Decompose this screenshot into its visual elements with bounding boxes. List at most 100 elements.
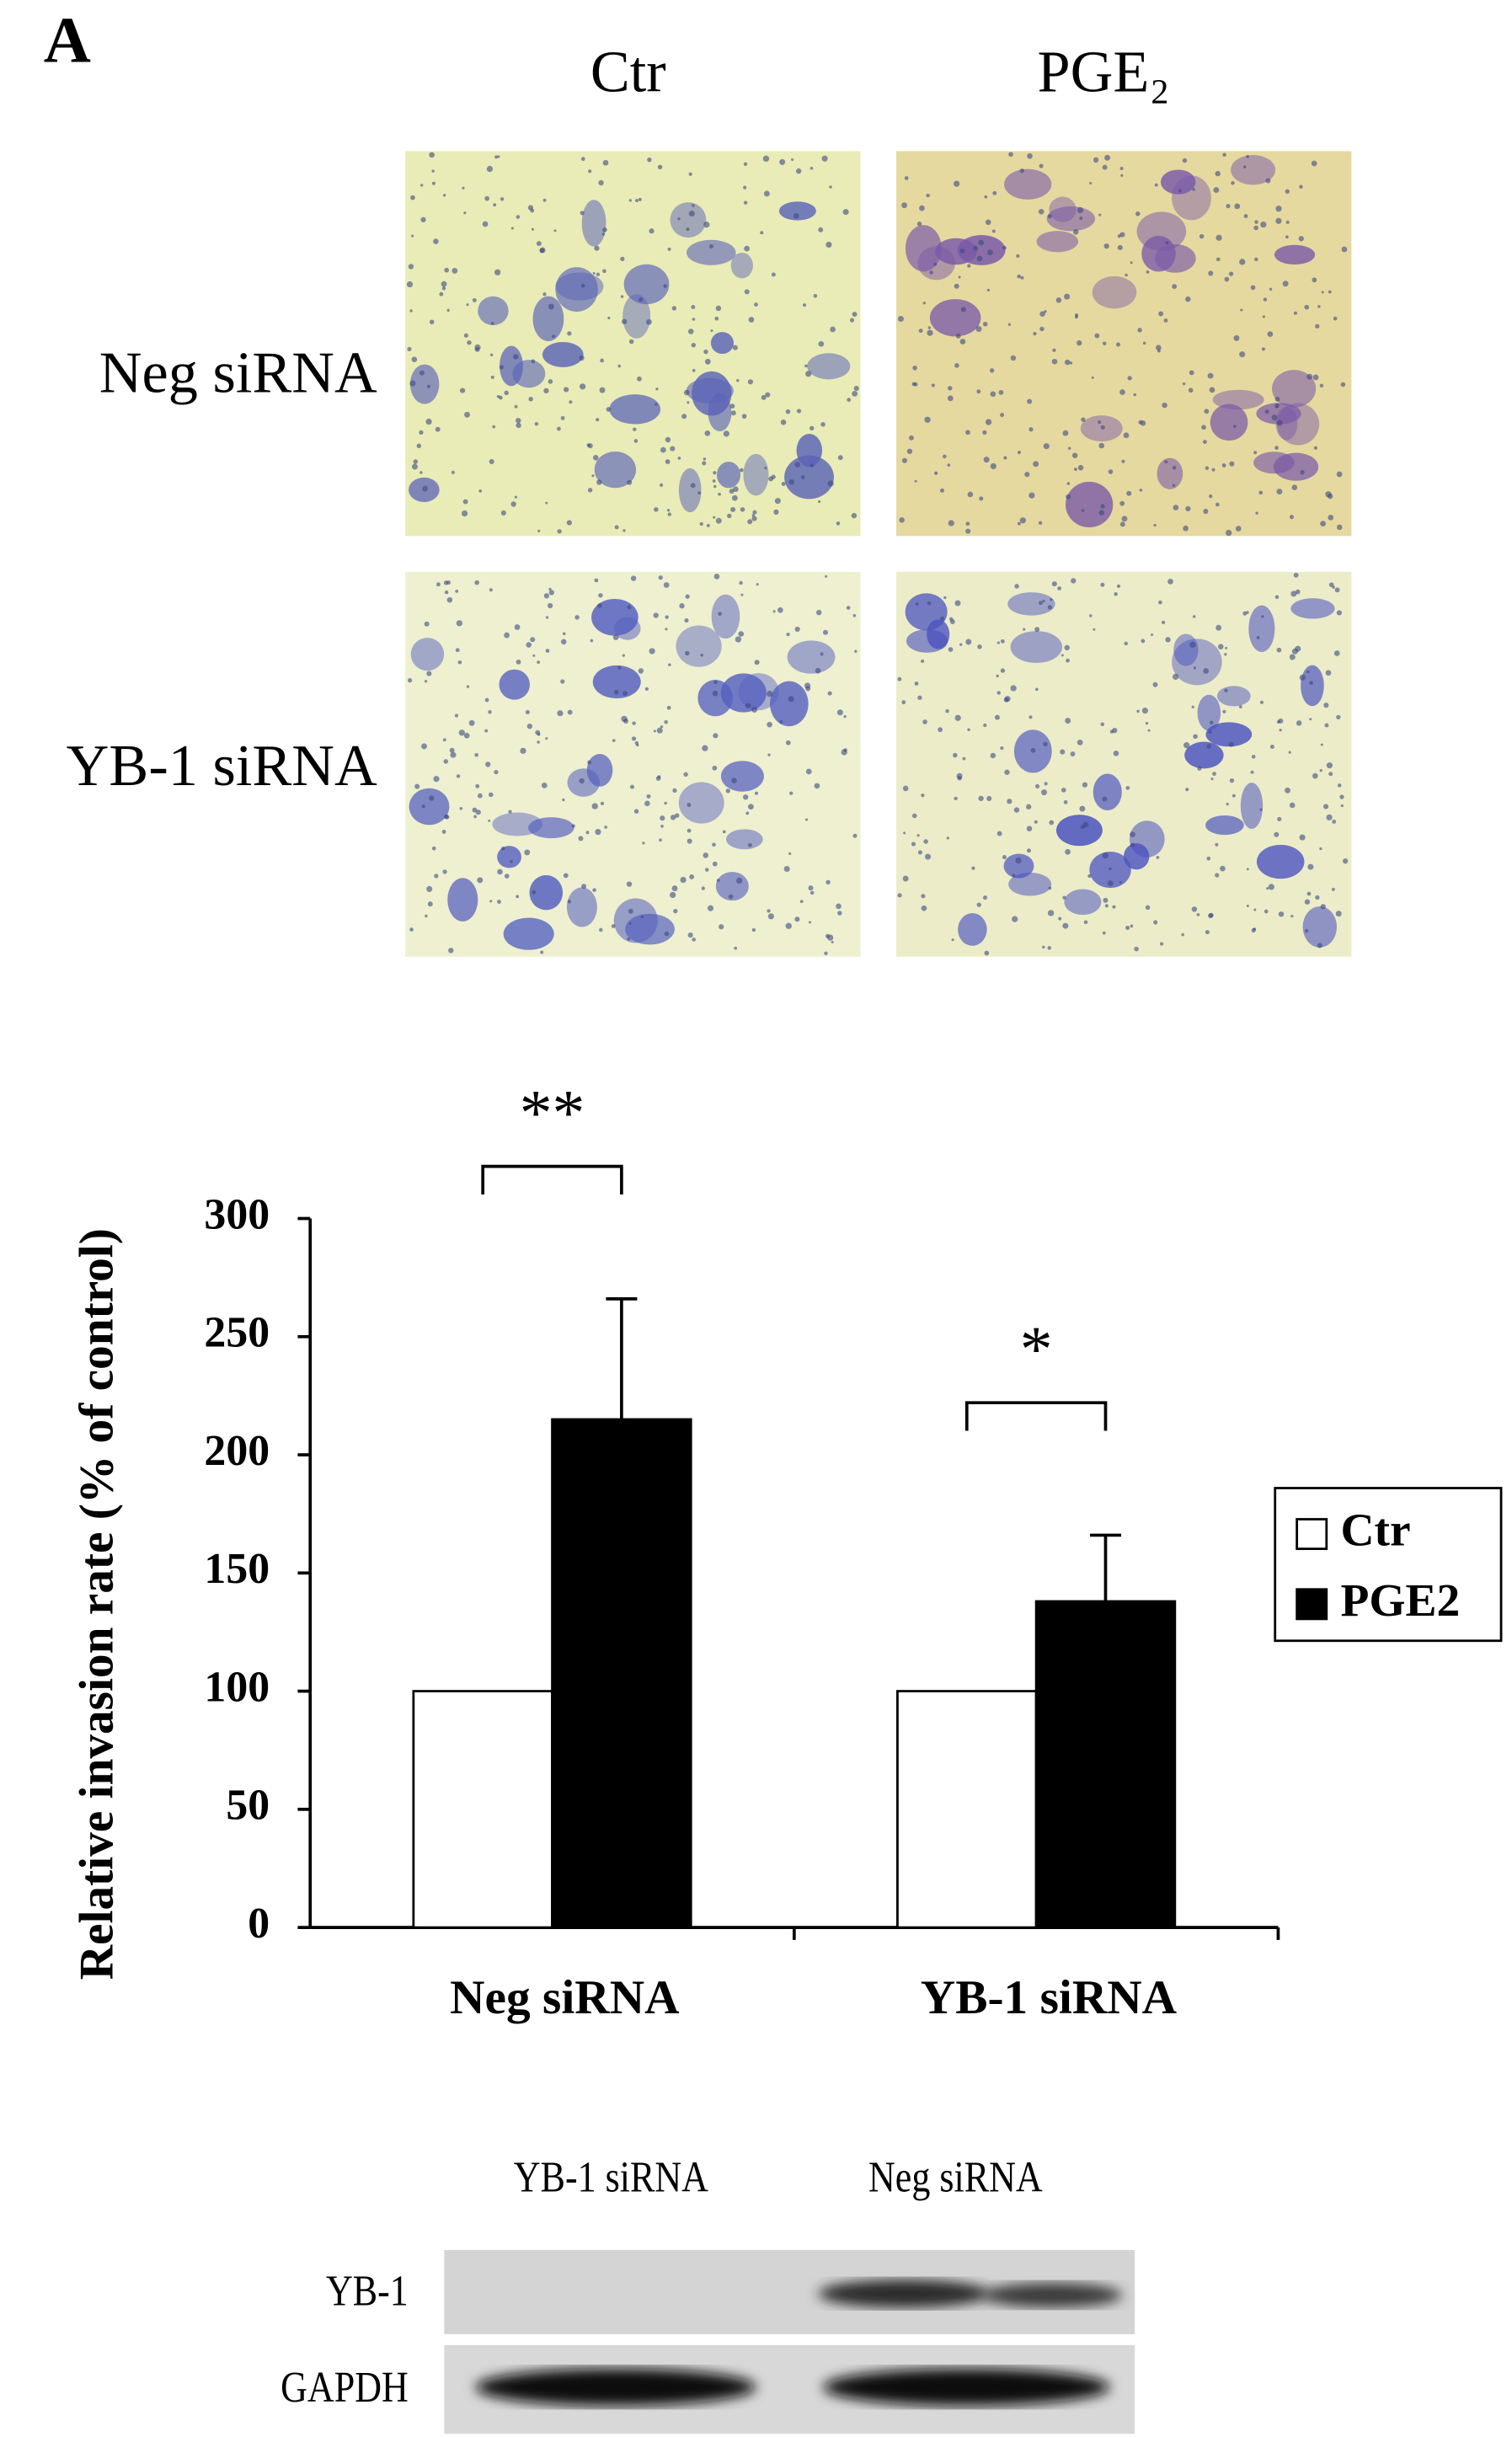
pore	[1027, 152, 1033, 159]
pore	[657, 775, 661, 779]
pore	[785, 409, 791, 414]
pore	[722, 830, 726, 834]
pore	[730, 410, 736, 416]
pore	[638, 197, 642, 201]
pore	[1136, 709, 1140, 713]
pore	[620, 295, 624, 298]
pore	[439, 291, 444, 297]
pore	[818, 500, 821, 504]
pore	[1026, 804, 1032, 810]
pore	[532, 890, 537, 895]
pore	[627, 605, 632, 610]
pore	[1205, 466, 1210, 470]
pore	[1100, 722, 1105, 727]
row-label: Neg siRNA	[99, 340, 377, 406]
pore	[1325, 670, 1332, 676]
cell	[1055, 815, 1103, 847]
pore	[542, 198, 547, 202]
pore	[732, 345, 738, 350]
pore	[967, 264, 971, 268]
pore	[409, 927, 414, 932]
pore	[596, 418, 600, 422]
pore	[492, 425, 496, 429]
pore	[1325, 491, 1332, 498]
pore	[1044, 782, 1048, 786]
pore	[852, 312, 858, 318]
micrograph	[896, 151, 1352, 537]
bar	[1034, 1600, 1177, 1929]
pore	[1215, 842, 1219, 847]
pore	[785, 922, 792, 929]
pore	[1342, 858, 1349, 864]
pore	[1317, 943, 1322, 949]
pore	[1008, 152, 1013, 158]
pore	[1030, 747, 1036, 753]
pore	[1079, 216, 1083, 221]
pore	[741, 414, 747, 419]
pore	[596, 479, 602, 485]
pore	[921, 894, 926, 899]
pore	[1234, 203, 1241, 210]
pore	[712, 842, 716, 847]
pore	[1315, 323, 1320, 329]
pore	[805, 768, 812, 775]
pore	[781, 482, 786, 486]
pore	[1269, 287, 1273, 291]
pore	[1226, 204, 1231, 209]
pore	[1189, 641, 1196, 649]
pore	[1298, 236, 1304, 242]
pore	[1203, 508, 1209, 515]
pore	[655, 387, 659, 391]
pore	[623, 719, 629, 724]
pore	[1293, 572, 1299, 578]
pore	[456, 620, 462, 627]
pore	[457, 660, 462, 665]
pore	[921, 659, 925, 663]
pore	[1320, 904, 1326, 910]
cell	[1157, 457, 1183, 489]
pore	[1100, 582, 1105, 587]
pore	[1259, 700, 1264, 704]
cell	[1216, 686, 1251, 707]
pore	[664, 931, 670, 937]
pore	[539, 248, 545, 254]
pore	[688, 172, 692, 176]
pore	[718, 492, 721, 496]
pore	[897, 316, 904, 323]
pore	[420, 216, 426, 222]
pore	[740, 593, 744, 596]
pore	[852, 390, 858, 397]
cell	[609, 394, 661, 425]
pore	[1147, 729, 1151, 732]
pore	[799, 900, 804, 904]
cell	[1274, 244, 1316, 265]
pore	[658, 575, 663, 580]
pore	[489, 353, 494, 357]
pore	[660, 815, 665, 821]
pore	[1182, 382, 1186, 386]
pore	[983, 457, 990, 463]
y-tick-label: 50	[226, 1782, 270, 1830]
pore	[462, 499, 468, 505]
pore	[842, 209, 849, 216]
pore	[590, 639, 594, 643]
pore	[456, 774, 461, 778]
pore	[431, 181, 435, 185]
cell	[1004, 168, 1052, 200]
pore	[411, 234, 414, 238]
pore	[1048, 886, 1052, 890]
pore	[1062, 895, 1066, 900]
pore	[809, 166, 814, 170]
pore	[1192, 188, 1195, 191]
pore	[1094, 333, 1100, 339]
pore	[1109, 867, 1112, 871]
pore	[1209, 387, 1215, 393]
pore	[1189, 370, 1194, 376]
pore	[901, 202, 908, 209]
cell	[529, 874, 564, 911]
pore	[1039, 326, 1045, 332]
x-tick-label: Neg siRNA	[450, 1971, 679, 2024]
pore	[809, 463, 815, 468]
pore	[1250, 285, 1256, 291]
pore	[525, 709, 530, 714]
